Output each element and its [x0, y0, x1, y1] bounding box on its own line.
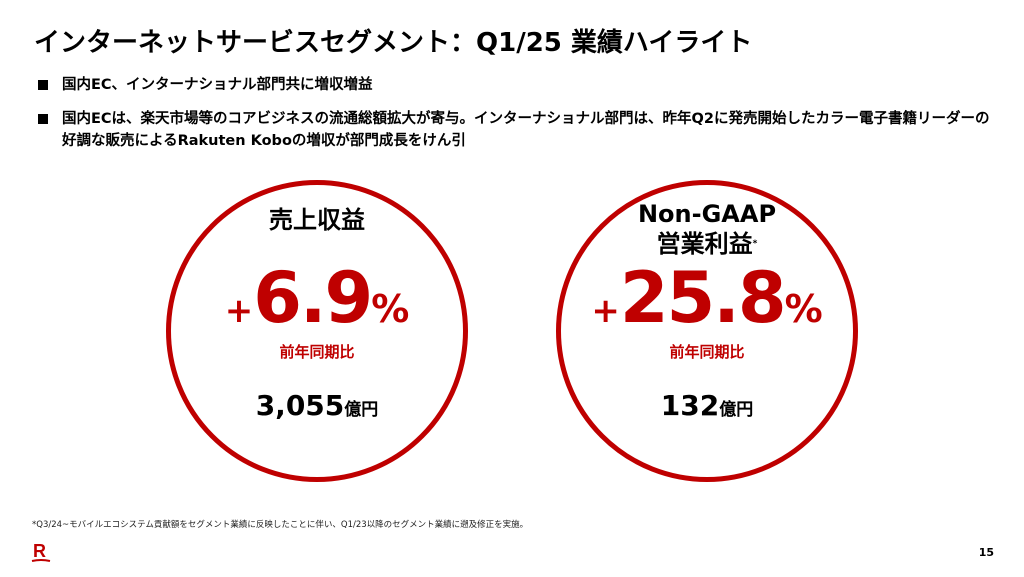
kpi-growth: +25.8% [561, 257, 853, 339]
page-number: 15 [978, 546, 994, 559]
kpi-sign: + [591, 291, 620, 331]
kpi-label: 売上収益 [269, 206, 365, 234]
kpi-sign: + [224, 291, 254, 331]
bullet-square-icon [38, 80, 48, 90]
kpi-label-line2: 営業利益* [561, 229, 853, 259]
kpi-amount: 132億円 [561, 389, 853, 422]
kpi-amount-unit: 億円 [719, 400, 754, 420]
kpi-label-text: 営業利益 [656, 230, 753, 258]
footnote-mark: * [752, 239, 758, 249]
kpi-value: 6.9 [253, 257, 373, 339]
kpi-label: Non-GAAP 営業利益* [561, 199, 853, 259]
kpi-amount-unit: 億円 [344, 400, 379, 420]
kpi-amount-value: 132 [660, 389, 720, 422]
kpi-amount-value: 3,055 [255, 389, 345, 422]
kpi-yoy-label: 前年同期比 [279, 343, 355, 361]
kpi-operating-income-circle: Non-GAAP 営業利益* +25.8% 前年同期比 132億円 [556, 180, 858, 482]
bullet-item: 国内ECは、楽天市場等のコアビジネスの流通総額拡大が寄与。インターナショナル部門… [38, 108, 992, 152]
bullet-text: 国内ECは、楽天市場等のコアビジネスの流通総額拡大が寄与。インターナショナル部門… [62, 111, 990, 149]
bullet-square-icon [38, 114, 48, 124]
bullet-item: 国内EC、インターナショナル部門共に増収増益 [38, 74, 992, 96]
rakuten-logo-icon: R [31, 541, 51, 562]
kpi-revenue-circle: 売上収益 +6.9% 前年同期比 3,055億円 [166, 180, 468, 482]
footnote: *Q3/24~モバイルエコシステム貢献額をセグメント業績に反映したことに伴い、Q… [32, 520, 529, 530]
kpi-unit: % [371, 287, 410, 331]
kpi-value: 25.8 [619, 257, 787, 339]
kpi-amount: 3,055億円 [171, 389, 463, 422]
kpi-unit: % [784, 287, 823, 331]
kpi-label-line1: Non-GAAP [637, 200, 777, 228]
kpi-growth: +6.9% [171, 257, 463, 339]
page-title: インターネットサービスセグメント：Q1/25 業績ハイライト [34, 28, 753, 58]
svg-text:R: R [33, 541, 46, 561]
kpi-yoy-label: 前年同期比 [669, 343, 745, 361]
bullet-text: 国内EC、インターナショナル部門共に増収増益 [62, 77, 373, 93]
